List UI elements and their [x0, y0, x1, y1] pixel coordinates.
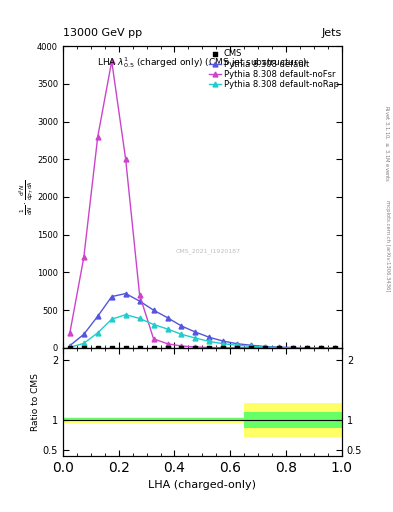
Pythia 8.308 default-noFsr: [332, 345, 337, 351]
Pythia 8.308 default-noFsr: [319, 345, 323, 351]
Text: mcplots.cern.ch [arXiv:1306.3436]: mcplots.cern.ch [arXiv:1306.3436]: [385, 200, 390, 291]
Pythia 8.308 default-noFsr: [123, 156, 128, 162]
CMS: [318, 344, 324, 352]
CMS: [136, 344, 143, 352]
Pythia 8.308 default: [81, 331, 86, 337]
Pythia 8.308 default-noRap: [263, 344, 268, 350]
Pythia 8.308 default-noRap: [221, 340, 226, 347]
Text: Rivet 3.1.10, $\geq$ 3.1M events: Rivet 3.1.10, $\geq$ 3.1M events: [383, 105, 390, 182]
Pythia 8.308 default-noFsr: [291, 345, 296, 351]
Pythia 8.308 default: [235, 340, 240, 347]
Pythia 8.308 default-noRap: [235, 342, 240, 348]
Pythia 8.308 default: [109, 293, 114, 300]
Pythia 8.308 default-noFsr: [235, 345, 240, 351]
CMS: [178, 344, 185, 352]
Legend: CMS, Pythia 8.308 default, Pythia 8.308 default-noFsr, Pythia 8.308 default-noRa: CMS, Pythia 8.308 default, Pythia 8.308 …: [208, 49, 340, 90]
Text: LHA $\lambda^{1}_{0.5}$ (charged only) (CMS jet substructure): LHA $\lambda^{1}_{0.5}$ (charged only) (…: [97, 55, 308, 70]
Pythia 8.308 default-noFsr: [165, 340, 170, 347]
Pythia 8.308 default-noFsr: [249, 345, 253, 351]
Pythia 8.308 default-noFsr: [263, 345, 268, 351]
Pythia 8.308 default: [151, 307, 156, 313]
Pythia 8.308 default-noRap: [68, 344, 72, 350]
Pythia 8.308 default-noFsr: [193, 344, 198, 350]
CMS: [290, 344, 296, 352]
Pythia 8.308 default-noRap: [332, 345, 337, 351]
CMS: [276, 344, 282, 352]
Pythia 8.308 default: [249, 342, 253, 348]
Pythia 8.308 default: [221, 338, 226, 344]
CMS: [67, 344, 73, 352]
CMS: [123, 344, 129, 352]
Pythia 8.308 default-noRap: [277, 345, 281, 351]
Pythia 8.308 default: [165, 315, 170, 321]
Pythia 8.308 default-noFsr: [221, 345, 226, 351]
CMS: [206, 344, 213, 352]
Pythia 8.308 default: [179, 323, 184, 329]
Pythia 8.308 default: [263, 344, 268, 350]
Pythia 8.308 default-noRap: [123, 312, 128, 318]
Y-axis label: $\frac{1}{\mathrm{d}N} \cdot \frac{\mathrm{d}^2N}{\mathrm{d}p_T\,\mathrm{d}\lamb: $\frac{1}{\mathrm{d}N} \cdot \frac{\math…: [17, 179, 35, 215]
Pythia 8.308 default-noFsr: [109, 58, 114, 64]
Pythia 8.308 default-noFsr: [137, 292, 142, 298]
Pythia 8.308 default-noRap: [319, 345, 323, 351]
Pythia 8.308 default: [68, 343, 72, 349]
Line: Pythia 8.308 default-noRap: Pythia 8.308 default-noRap: [68, 312, 337, 350]
CMS: [81, 344, 87, 352]
Pythia 8.308 default-noRap: [207, 338, 212, 345]
Pythia 8.308 default-noFsr: [305, 345, 309, 351]
Pythia 8.308 default-noFsr: [81, 254, 86, 261]
CMS: [262, 344, 268, 352]
Pythia 8.308 default-noRap: [95, 330, 100, 336]
Pythia 8.308 default-noRap: [137, 315, 142, 322]
Pythia 8.308 default: [95, 313, 100, 319]
X-axis label: LHA (charged-only): LHA (charged-only): [149, 480, 256, 490]
Text: 13000 GeV pp: 13000 GeV pp: [63, 28, 142, 38]
Pythia 8.308 default-noRap: [109, 316, 114, 322]
Pythia 8.308 default-noRap: [305, 345, 309, 351]
Pythia 8.308 default-noRap: [151, 322, 156, 328]
Pythia 8.308 default-noRap: [81, 340, 86, 347]
Y-axis label: Ratio to CMS: Ratio to CMS: [31, 373, 40, 431]
Pythia 8.308 default: [193, 329, 198, 335]
Pythia 8.308 default-noFsr: [207, 345, 212, 351]
CMS: [108, 344, 115, 352]
CMS: [192, 344, 198, 352]
Pythia 8.308 default: [123, 290, 128, 296]
Pythia 8.308 default-noRap: [193, 335, 198, 341]
CMS: [220, 344, 226, 352]
Pythia 8.308 default: [291, 345, 296, 351]
Pythia 8.308 default-noFsr: [68, 330, 72, 336]
Pythia 8.308 default: [277, 344, 281, 350]
Pythia 8.308 default-noFsr: [179, 343, 184, 349]
CMS: [151, 344, 157, 352]
Pythia 8.308 default-noRap: [249, 344, 253, 350]
Pythia 8.308 default: [332, 345, 337, 351]
Pythia 8.308 default: [137, 298, 142, 304]
CMS: [95, 344, 101, 352]
CMS: [248, 344, 254, 352]
Text: Jets: Jets: [321, 28, 342, 38]
Pythia 8.308 default: [319, 345, 323, 351]
Pythia 8.308 default-noRap: [291, 345, 296, 351]
CMS: [332, 344, 338, 352]
CMS: [164, 344, 171, 352]
Pythia 8.308 default: [305, 345, 309, 351]
Pythia 8.308 default-noFsr: [151, 336, 156, 342]
Pythia 8.308 default: [207, 334, 212, 340]
Pythia 8.308 default-noRap: [165, 326, 170, 332]
Pythia 8.308 default-noFsr: [95, 134, 100, 140]
Line: Pythia 8.308 default: Pythia 8.308 default: [68, 291, 337, 350]
Pythia 8.308 default-noRap: [179, 331, 184, 337]
CMS: [234, 344, 241, 352]
Line: Pythia 8.308 default-noFsr: Pythia 8.308 default-noFsr: [68, 59, 337, 350]
CMS: [304, 344, 310, 352]
Pythia 8.308 default-noFsr: [277, 345, 281, 351]
Text: CMS_2021_I1920187: CMS_2021_I1920187: [176, 248, 241, 254]
